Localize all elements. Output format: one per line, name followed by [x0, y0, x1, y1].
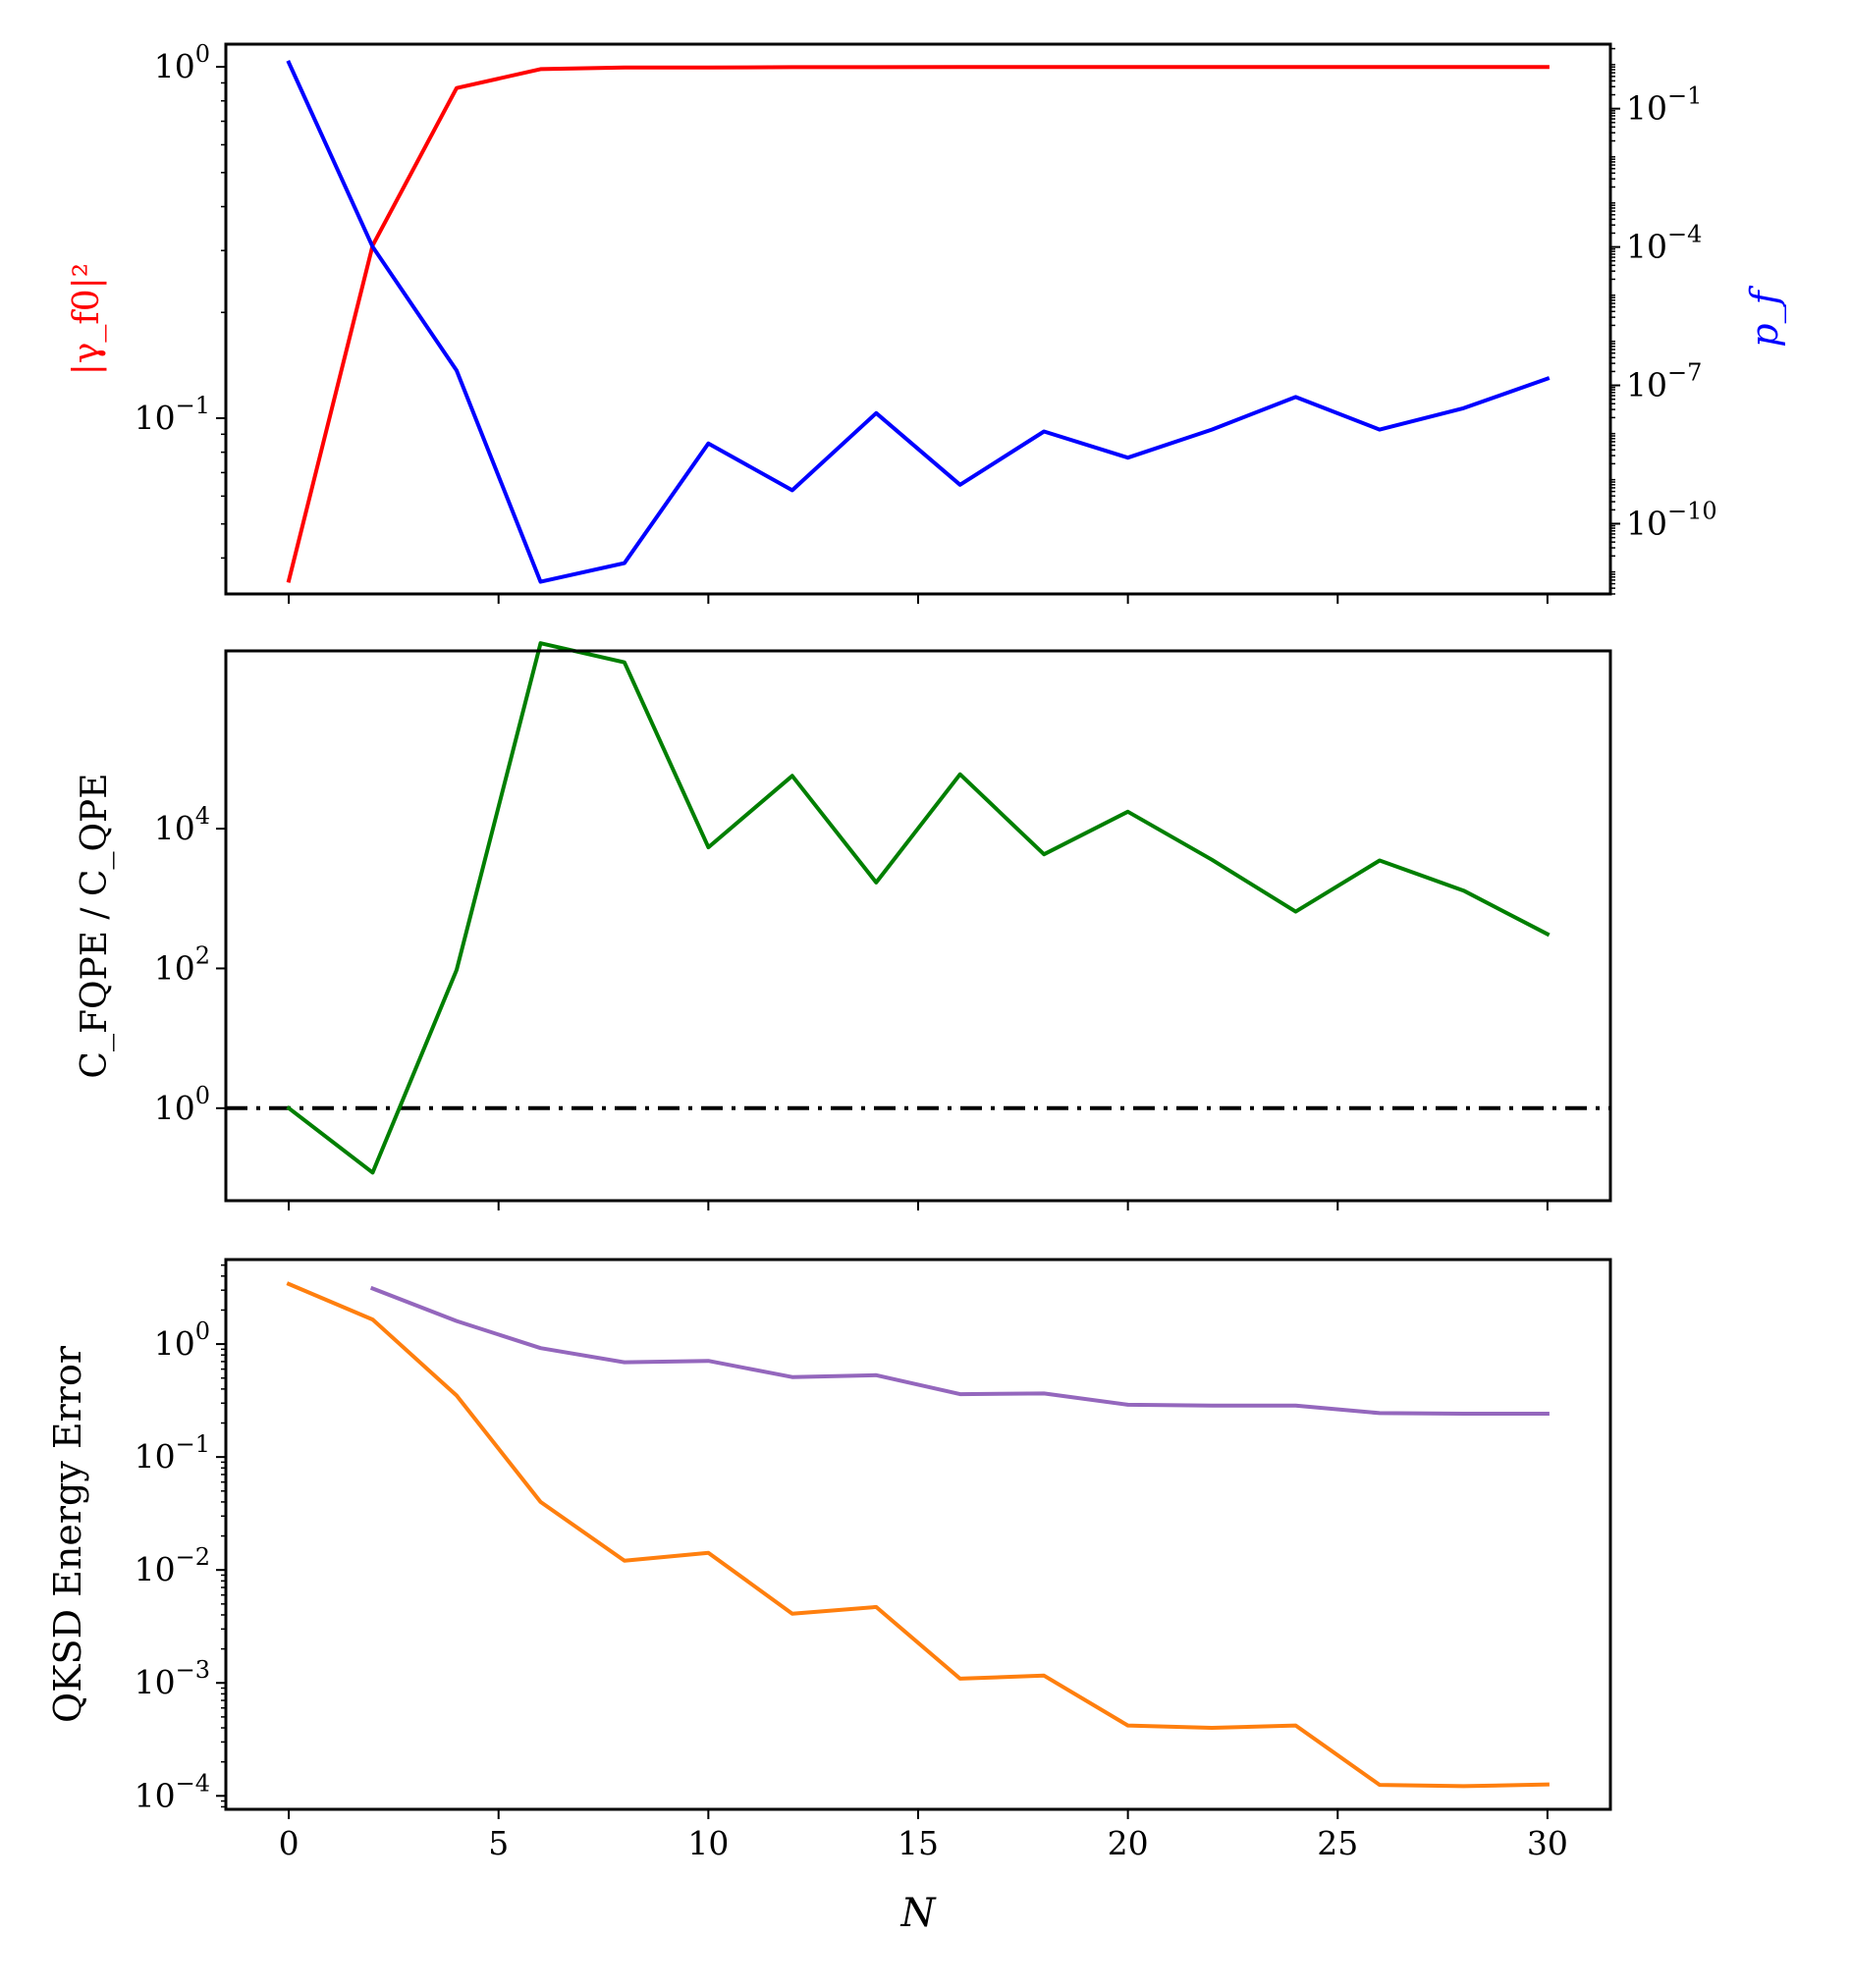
right-y-tick-label-exponent: −1 — [1667, 81, 1702, 109]
failure-probability-series-line — [286, 60, 1551, 584]
right-y-tick-label-base: 10 — [1626, 89, 1667, 128]
right-y-tick-label-base: 10 — [1626, 504, 1667, 542]
x-tick-label: 10 — [687, 1824, 729, 1862]
right-y-tick-label: 10−7 — [1626, 358, 1702, 404]
y-axis-label: QKSD Energy Error — [46, 1345, 89, 1723]
y-tick-label-base: 10 — [154, 809, 195, 847]
energy-error-series-purple — [369, 1285, 1550, 1416]
right-y-tick-label-exponent: −10 — [1667, 497, 1717, 524]
energy-error-series-orange — [286, 1281, 1550, 1789]
right-y-tick-label-exponent: −7 — [1667, 358, 1702, 386]
left-y-tick-label: 100 — [154, 40, 210, 86]
right-y-tick-label: 10−10 — [1626, 497, 1717, 543]
y-tick-label-base: 10 — [135, 1550, 176, 1588]
left-y-tick-label-base: 10 — [135, 399, 176, 437]
x-tick-label: 5 — [488, 1824, 509, 1862]
y-tick-label: 100 — [154, 1317, 210, 1364]
y-tick-label-exponent: −3 — [176, 1656, 210, 1684]
right-y-tick-label-base: 10 — [1626, 228, 1667, 266]
x-axis-label: N — [900, 1891, 938, 1936]
y-tick-label-exponent: −1 — [176, 1430, 210, 1458]
y-tick-label-base: 10 — [154, 1089, 195, 1127]
x-tick-label: 30 — [1527, 1824, 1568, 1862]
x-tick-label: 0 — [279, 1824, 299, 1862]
y-tick-label-exponent: 0 — [195, 1317, 210, 1345]
left-y-tick-label: 10−1 — [135, 391, 210, 437]
left-y-tick-label-base: 10 — [154, 47, 195, 85]
left-y-tick-label-exponent: 0 — [195, 40, 210, 68]
y-tick-label: 10−4 — [135, 1769, 210, 1815]
right-y-tick-label: 10−1 — [1626, 81, 1702, 128]
y-tick-label: 102 — [154, 941, 210, 988]
left-y-axis-label: |γ_f0|² — [67, 263, 107, 375]
y-tick-label: 10−3 — [135, 1656, 210, 1702]
y-tick-label: 104 — [154, 802, 210, 848]
y-tick-label-exponent: 2 — [195, 941, 210, 969]
x-tick-label: 20 — [1108, 1824, 1149, 1862]
right-y-tick-label: 10−4 — [1626, 220, 1702, 266]
right-y-tick-label-base: 10 — [1626, 366, 1667, 404]
x-tick-label: 15 — [898, 1824, 939, 1862]
y-tick-label: 10−1 — [135, 1430, 210, 1477]
cost-ratio-series-line — [286, 641, 1551, 1175]
right-y-axis-label: p_f — [1743, 285, 1787, 347]
y-axis-label: C_FQPE / C_QPE — [75, 773, 115, 1078]
y-tick-label-base: 10 — [135, 1776, 176, 1814]
y-tick-label-base: 10 — [135, 1663, 176, 1701]
y-tick-label-exponent: −2 — [176, 1543, 210, 1571]
y-tick-label-exponent: −4 — [176, 1769, 210, 1797]
right-y-tick-label-exponent: −4 — [1667, 220, 1702, 247]
y-tick-label-base: 10 — [154, 948, 195, 987]
y-tick-label-exponent: 0 — [195, 1081, 210, 1108]
y-tick-label-base: 10 — [154, 1324, 195, 1363]
y-tick-label-base: 10 — [135, 1437, 176, 1476]
y-tick-label: 10−2 — [135, 1543, 210, 1589]
x-tick-label: 25 — [1317, 1824, 1358, 1862]
left-y-tick-label-exponent: −1 — [176, 391, 210, 418]
y-tick-label-exponent: 4 — [195, 802, 210, 830]
overlap-series-line — [286, 65, 1550, 583]
y-tick-label: 100 — [154, 1081, 210, 1127]
